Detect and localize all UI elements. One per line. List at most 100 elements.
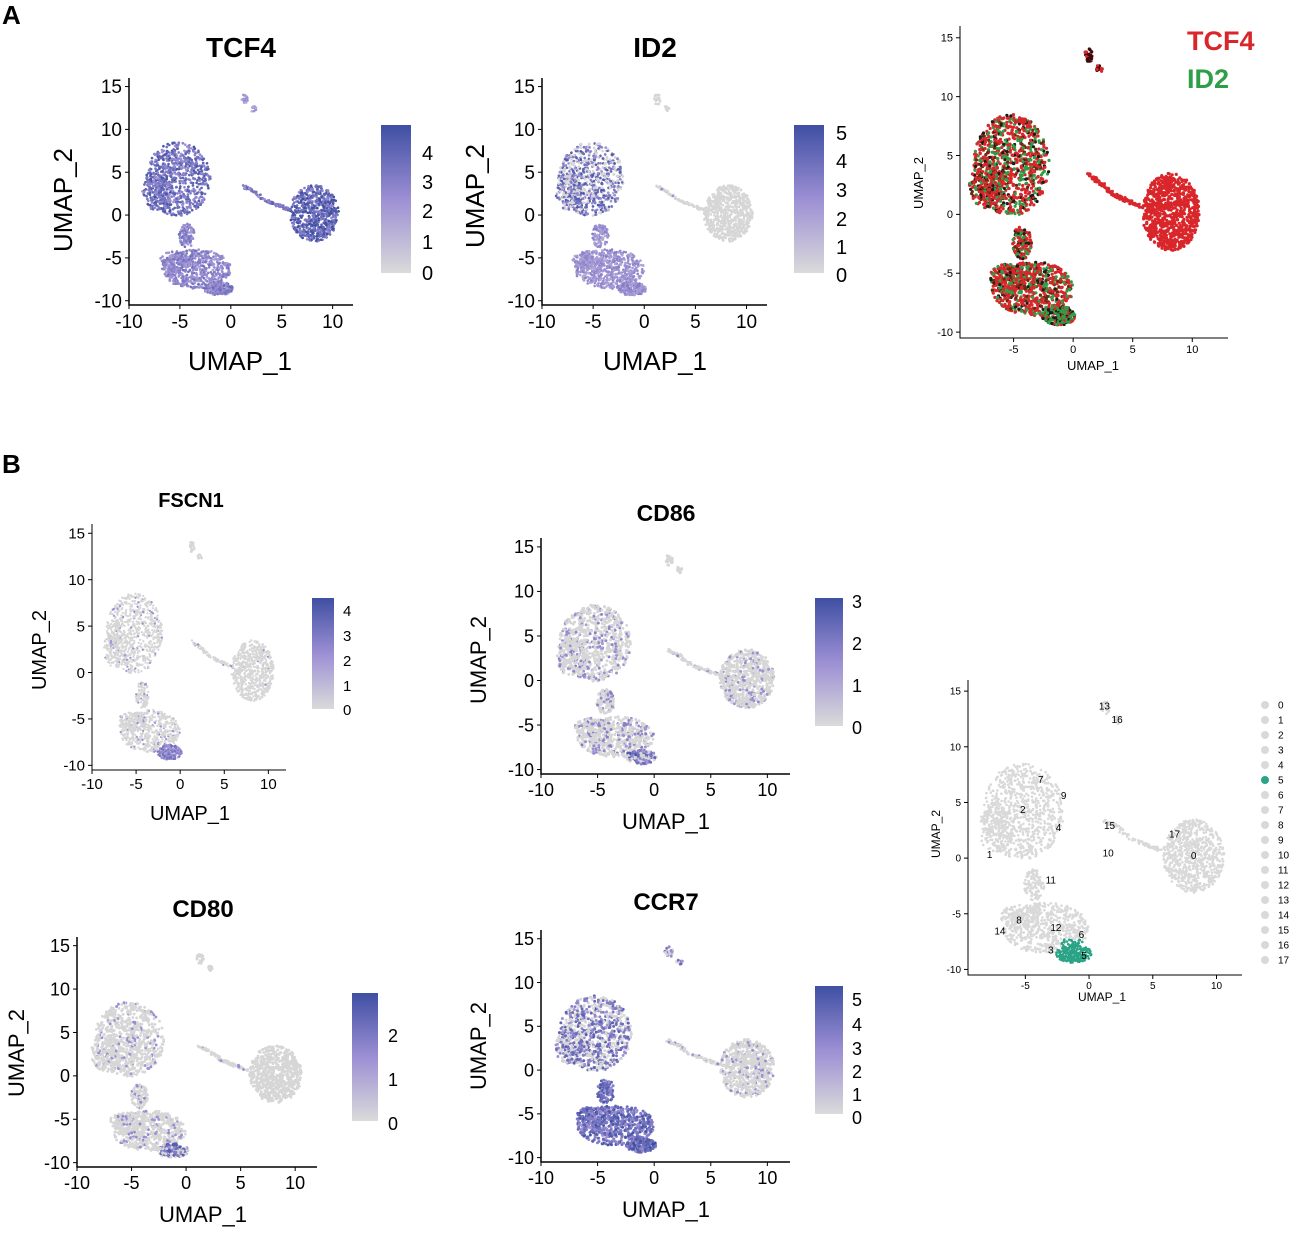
cell-point — [567, 162, 570, 165]
cell-point — [313, 226, 316, 229]
cell-point — [570, 154, 573, 157]
cell-point — [713, 214, 716, 217]
cell-point — [162, 183, 165, 186]
cell-point — [337, 206, 340, 209]
cell-point — [184, 143, 187, 146]
id2-points — [555, 94, 754, 297]
cell-point — [618, 289, 621, 292]
cell-point — [197, 169, 200, 172]
cell-point — [291, 216, 294, 219]
cell-point — [205, 258, 208, 261]
cell-point — [327, 205, 330, 208]
cell-point — [212, 286, 215, 289]
cell-point — [179, 232, 182, 235]
cell-point — [161, 165, 164, 168]
cell-point — [197, 151, 200, 154]
cell-point — [718, 186, 721, 189]
cell-point — [572, 190, 575, 193]
cell-point — [321, 190, 324, 193]
cell-point — [601, 227, 604, 230]
cell-point — [588, 256, 591, 259]
cell-point — [167, 273, 170, 276]
cell-point — [575, 148, 578, 151]
cell-point — [257, 195, 260, 198]
cell-point — [168, 185, 171, 188]
cell-point — [170, 255, 173, 258]
cell-point — [602, 281, 605, 284]
cell-point — [633, 293, 636, 296]
cell-point — [623, 290, 626, 293]
cell-point — [714, 230, 717, 233]
cell-point — [622, 175, 625, 178]
tcf4-cbar-tick: 1 — [422, 232, 433, 254]
cell-point — [631, 293, 634, 296]
cell-point — [151, 201, 154, 204]
cell-point — [227, 267, 230, 270]
cell-point — [177, 263, 180, 266]
figure: A B TCF4 UMAP_1 UMAP_2 4 3 2 1 0 -10-505… — [0, 0, 1299, 1231]
cell-point — [609, 180, 612, 183]
cell-point — [295, 211, 298, 214]
cell-point — [627, 292, 630, 295]
cell-point — [592, 170, 595, 173]
cell-point — [323, 222, 326, 225]
tcf4-colorbar — [381, 125, 411, 273]
cell-point — [191, 237, 194, 240]
cell-point — [731, 240, 734, 243]
cell-point — [300, 231, 303, 234]
cell-point — [188, 174, 191, 177]
cell-point — [203, 183, 206, 186]
cell-point — [323, 210, 326, 213]
cell-point — [586, 259, 589, 262]
cell-point — [166, 155, 169, 158]
cell-point — [611, 258, 614, 261]
cell-point — [152, 186, 155, 189]
cell-point — [316, 232, 319, 235]
cell-point — [599, 232, 602, 235]
cell-point — [578, 189, 581, 192]
cell-point — [327, 200, 330, 203]
cell-point — [595, 238, 598, 241]
cell-point — [577, 170, 580, 173]
cell-point — [598, 259, 601, 262]
cell-point — [588, 170, 591, 173]
cell-point — [606, 259, 609, 262]
cell-point — [167, 264, 170, 267]
cell-point — [173, 151, 176, 154]
cell-point — [589, 281, 592, 284]
cell-point — [711, 193, 714, 196]
cell-point — [576, 269, 579, 272]
tcf4-xtick-label: -10 — [115, 312, 142, 333]
cell-point — [178, 282, 181, 285]
cell-point — [170, 167, 173, 170]
cell-point — [194, 261, 197, 264]
cell-point — [209, 257, 212, 260]
cell-point — [603, 248, 606, 251]
cell-point — [194, 154, 197, 157]
cell-point — [721, 232, 724, 235]
cell-point — [217, 277, 220, 280]
cell-point — [606, 169, 609, 172]
cell-point — [612, 277, 615, 280]
cell-point — [587, 176, 590, 179]
cell-point — [178, 273, 181, 276]
cell-point — [169, 210, 172, 213]
cell-point — [207, 187, 210, 190]
cell-point — [314, 229, 317, 232]
cell-point — [325, 215, 328, 218]
cell-point — [597, 172, 600, 175]
cell-point — [198, 265, 201, 268]
cell-point — [296, 231, 299, 234]
cell-point — [215, 255, 218, 258]
cell-point — [627, 261, 630, 264]
cell-point — [628, 276, 631, 279]
cell-point — [565, 199, 568, 202]
cell-point — [615, 258, 618, 261]
cell-point — [143, 194, 146, 197]
cell-point — [211, 269, 214, 272]
cell-point — [187, 243, 190, 246]
cell-point — [200, 272, 203, 275]
cell-point — [612, 182, 615, 185]
cell-point — [588, 261, 591, 264]
cell-point — [617, 168, 620, 171]
